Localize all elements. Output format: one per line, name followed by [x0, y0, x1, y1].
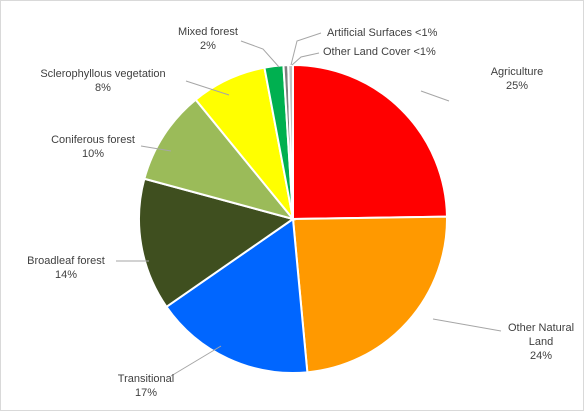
slice-label-transitional: Transitional 17%: [118, 373, 174, 399]
leader-line-mixed-forest: [240, 40, 280, 68]
pie-slices: [138, 63, 448, 374]
slice-label-broadleaf-forest: Broadleaf forest 14%: [27, 255, 105, 281]
slice-label-mixed-forest: Mixed forest 2%: [178, 26, 238, 52]
slice-broadleaf-forest: [138, 177, 296, 309]
leader-line-artificial-surfaces: [290, 32, 322, 66]
slice-label-other-land-cover: Other Land Cover <1%: [323, 46, 436, 58]
slice-label-coniferous-forest: Coniferous forest 10%: [51, 134, 135, 160]
leader-line-coniferous-forest: [140, 145, 172, 152]
slice-label-sclerophyllous-vegetation: Sclerophyllous vegetation 8%: [40, 68, 165, 94]
leader-line-other-natural-land: [432, 318, 502, 332]
leader-line-other-land-cover: [291, 52, 320, 66]
slice-label-artificial-surfaces: Artificial Surfaces <1%: [327, 27, 438, 39]
slice-coniferous-forest: [143, 98, 296, 221]
slice-labels: Agriculture 25% Other Natural Land 24% Transi…: [27, 26, 574, 399]
slice-other-natural-land: [291, 215, 448, 374]
slice-label-agriculture: Agriculture 25%: [491, 66, 544, 92]
leader-lines: [116, 32, 502, 377]
slice-agriculture: [292, 63, 448, 221]
slice-transitional: [165, 217, 309, 374]
leader-line-transitional: [170, 345, 222, 377]
leader-line-sclerophyllous-vegetation: [185, 80, 230, 96]
slice-other-land-cover: [287, 63, 294, 220]
leader-line-agriculture: [420, 90, 450, 102]
slice-label-other-natural-land: Other Natural Land 24%: [508, 322, 574, 362]
